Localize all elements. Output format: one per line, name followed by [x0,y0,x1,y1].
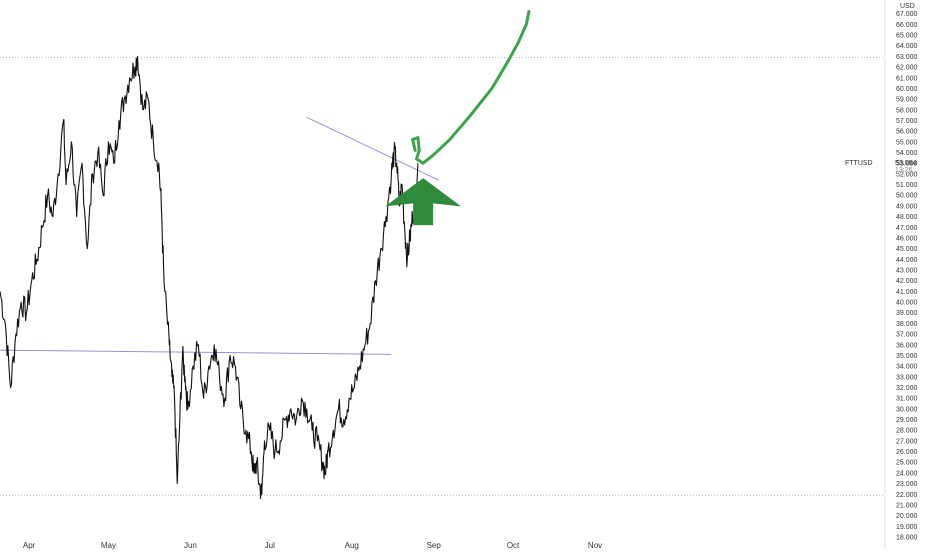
y-tick-label: 36.000 [896,342,918,349]
y-tick-label: 64.000 [896,43,918,50]
y-tick-label: 37.000 [896,332,918,339]
y-tick-label: 22.000 [896,492,918,499]
y-tick-label: 19.000 [896,524,918,531]
y-tick-label: 60.000 [896,86,918,93]
y-tick-label: 43.000 [896,268,918,275]
y-tick-label: 55.000 [896,139,918,146]
y-tick-label: 26.000 [896,449,918,456]
y-tick-label: 24.000 [896,470,918,477]
y-tick-label: 46.000 [896,235,918,242]
x-tick-label: Aug [345,541,359,550]
y-tick-label: 50.000 [896,193,918,200]
y-tick-label: 67.000 [896,11,918,18]
y-tick-label: 35.000 [896,353,918,360]
x-tick-label: Oct [507,541,520,550]
y-tick-label: 42.000 [896,278,918,285]
y-axis[interactable]: 18.000 19.000 20.000 21.000 22.000 23.000 24.0… [896,11,918,541]
price-series [0,55,419,500]
y-tick-label: 51.000 [896,182,918,189]
y-tick-label: 29.000 [896,417,918,424]
x-tick-label: Apr [23,541,36,550]
y-tick-label: 66.000 [896,22,918,29]
x-tick-label: Jun [184,541,197,550]
y-tick-label: 65.000 [896,33,918,40]
y-tick-label: 30.000 [896,406,918,413]
y-tick-label: 21.000 [896,502,918,509]
y-tick-label: 41.000 [896,289,918,296]
currency-label: USD [900,3,915,10]
price-line [0,55,419,500]
y-tick-label: 23.000 [896,481,918,488]
y-tick-label: 58.000 [896,107,918,114]
projection-curve[interactable] [411,10,531,165]
y-tick-label: 28.000 [896,428,918,435]
y-tick-label: 25.000 [896,460,918,467]
y-tick-label: 61.000 [896,75,918,82]
y-tick-label: 38.000 [896,321,918,328]
last-price-tag: FTTUSD 53.084 13:26 [845,160,917,174]
y-tick-label: 63.000 [896,54,918,61]
y-tick-label: 39.000 [896,310,918,317]
x-axis[interactable]: Apr May Jun Jul Aug Sep Oct Nov [23,541,602,550]
x-tick-label: Jul [265,541,275,550]
y-tick-label: 32.000 [896,385,918,392]
x-tick-label: May [101,541,116,550]
x-tick-label: Sep [427,541,442,550]
y-tick-label: 62.000 [896,65,918,72]
trendlines[interactable] [0,116,440,355]
x-tick-label: Nov [588,541,602,550]
last-price-value: 53.084 [895,160,917,167]
trendline[interactable] [306,116,440,181]
y-tick-label: 45.000 [896,246,918,253]
y-tick-label: 44.000 [896,257,918,264]
y-tick-label: 18.000 [896,535,918,542]
y-tick-label: 48.000 [896,214,918,221]
y-tick-label: 49.000 [896,203,918,210]
y-tick-label: 57.000 [896,118,918,125]
y-tick-label: 20.000 [896,513,918,520]
countdown-value: 13:26 [895,167,913,174]
y-tick-label: 34.000 [896,364,918,371]
horizontal-levels [0,56,885,496]
y-tick-label: 56.000 [896,129,918,136]
y-tick-label: 52.000 [896,171,918,178]
y-tick-label: 31.000 [896,396,918,403]
y-tick-label: 54.000 [896,150,918,157]
arrow-up-icon[interactable] [385,178,462,226]
y-tick-label: 27.000 [896,438,918,445]
y-tick-label: 59.000 [896,97,918,104]
arrow-shape[interactable] [385,178,462,226]
symbol-label: FTTUSD [845,160,873,167]
y-tick-label: 47.000 [896,225,918,232]
y-tick-label: 40.000 [896,300,918,307]
y-tick-label: 53.000 [896,161,918,168]
y-tick-label: 33.000 [896,374,918,381]
projection-drawing[interactable] [411,10,531,165]
